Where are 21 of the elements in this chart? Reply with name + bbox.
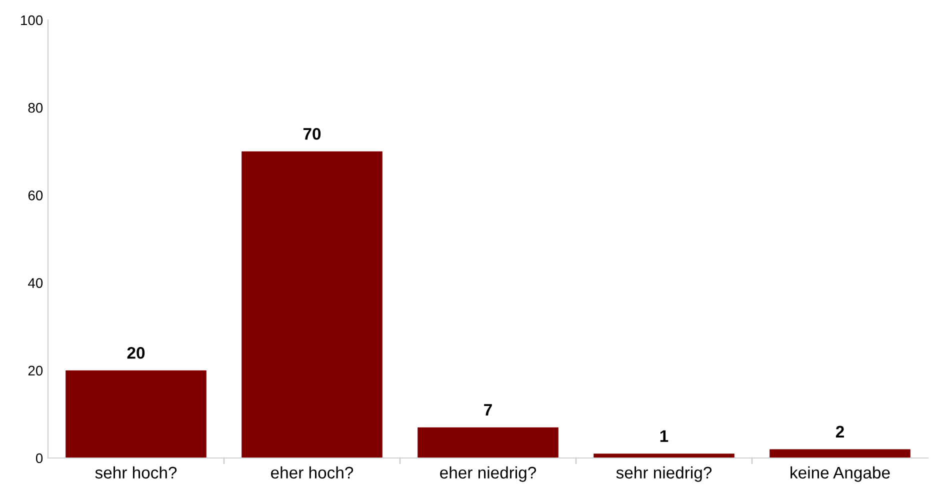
y-tick-label: 40 (28, 278, 43, 288)
data-label: 70 (303, 128, 321, 140)
data-label: 2 (836, 426, 844, 438)
x-tick-label: eher niedrig? (440, 466, 536, 482)
x-tick-label: sehr hoch? (95, 466, 177, 479)
bar (594, 454, 734, 458)
x-tick-label: sehr niedrig? (616, 466, 712, 482)
bar (418, 427, 558, 458)
data-label: 7 (484, 404, 492, 416)
x-tick-label: keine Angabe (790, 466, 890, 482)
data-label: 1 (660, 430, 668, 442)
x-tick-label: eher hoch? (271, 466, 354, 479)
y-tick-label: 80 (28, 102, 43, 113)
y-tick-label: 60 (28, 190, 43, 200)
bar (242, 151, 382, 458)
bar (66, 370, 206, 458)
bar (770, 449, 910, 458)
y-tick-label: 20 (28, 366, 43, 376)
data-label: 20 (127, 346, 145, 359)
y-tick-label: 0 (36, 453, 43, 464)
y-tick-label: 100 (21, 15, 43, 26)
